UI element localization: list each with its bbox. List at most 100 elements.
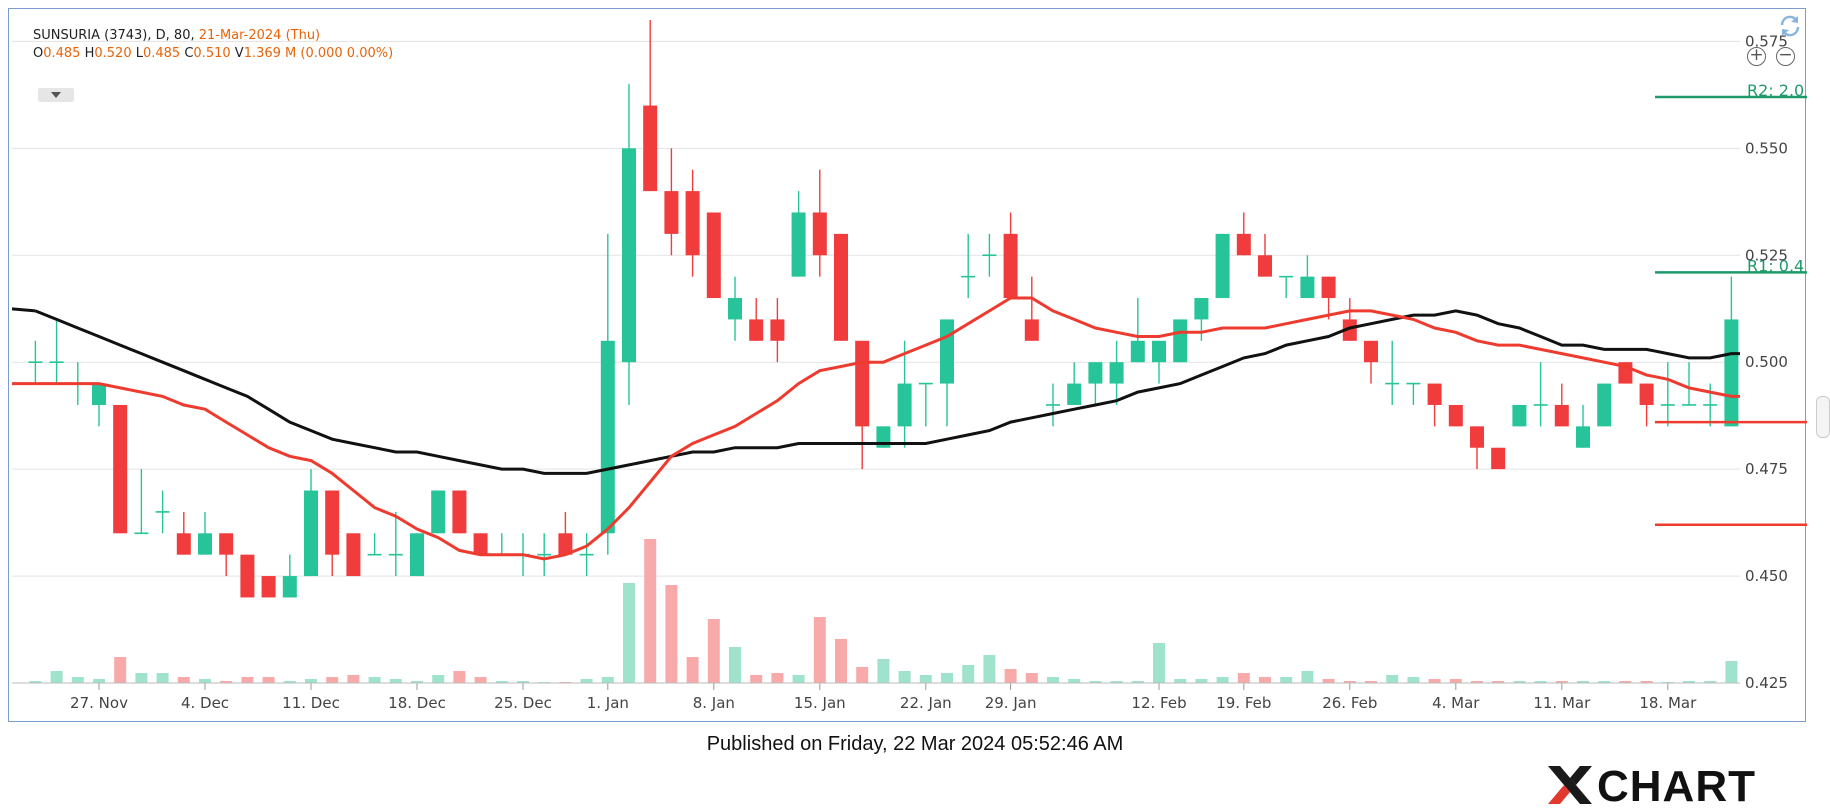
volume-bar [114, 657, 127, 683]
candle-body [367, 553, 382, 556]
volume-bar [389, 679, 402, 683]
volume-bar [623, 583, 635, 683]
y-tick-label: 0.425 [1745, 674, 1788, 692]
volume-bar [601, 677, 614, 683]
volume-bar [1471, 681, 1483, 683]
volume-bar [1025, 673, 1038, 683]
volume-bar [750, 675, 763, 683]
candle-body [92, 383, 106, 405]
moving-averages [11, 296, 1740, 561]
x-tick-label: 27. Nov [70, 694, 128, 712]
candle-body [643, 105, 658, 192]
pivot-levels: R2: 2.0 R1: 0.4 [1655, 81, 1807, 526]
volume-bar [1386, 675, 1399, 683]
low-label: L [135, 46, 143, 61]
volume-bar [835, 639, 847, 683]
refresh-icon[interactable] [1776, 12, 1804, 40]
y-tick-label: 0.450 [1745, 567, 1788, 585]
scroll-handle[interactable] [1816, 396, 1830, 438]
volume-bar [771, 673, 784, 683]
candle-body [855, 340, 870, 427]
candle-body [812, 212, 827, 256]
volume-bar [305, 679, 317, 683]
y-tick-label: 0.550 [1745, 139, 1788, 157]
volume-bar [241, 677, 254, 683]
volume-bar [1195, 679, 1208, 683]
x-axis: 27. Nov 4. Dec 11. Dec 18. Dec 25. Dec 1. Jan… [12, 682, 1740, 712]
volume-bar [877, 659, 890, 683]
candle-body [1215, 233, 1230, 299]
volume-bar [941, 673, 953, 683]
candle-body [1109, 362, 1124, 384]
candle-body [1279, 275, 1294, 278]
x-tick-label: 18. Mar [1639, 694, 1697, 712]
x-tick-label: 8. Jan [693, 694, 735, 712]
zoom-out-icon[interactable]: − [1776, 47, 1795, 66]
candle-body [579, 553, 594, 556]
volume-bar [1004, 669, 1017, 683]
candle-body [176, 533, 191, 555]
ma-black-stub [11, 307, 36, 313]
candle-body [1682, 404, 1696, 406]
y-tick-label: 0.475 [1745, 460, 1788, 478]
chart-menu-dropdown[interactable] [38, 88, 74, 102]
volume-bar [1704, 681, 1717, 683]
candle-body [1724, 319, 1739, 427]
volume-bar [50, 671, 63, 683]
candle-body [918, 382, 933, 385]
candle-body [1512, 404, 1527, 427]
y-axis: 0.425 0.450 0.475 0.500 0.525 0.550 0.575 [1745, 32, 1788, 692]
candle-body [1427, 383, 1442, 405]
x-tick-label: 11. Mar [1533, 694, 1591, 712]
candle-body [261, 576, 276, 598]
candle-body [728, 298, 742, 320]
volume-bar [729, 647, 741, 683]
candle-body [1152, 340, 1166, 363]
chart-frame [8, 8, 1806, 722]
volume-bar [686, 657, 699, 683]
candle-body [304, 490, 318, 577]
volume-bar [919, 675, 932, 683]
volume-bar [1153, 643, 1165, 683]
candle-body [558, 533, 573, 555]
candle-body [982, 254, 997, 257]
volume-bar [1131, 681, 1144, 683]
volume-bar [326, 677, 339, 683]
volume-bar [1725, 661, 1738, 683]
y-tick-label: 0.500 [1745, 353, 1788, 371]
volume-bar [1619, 681, 1632, 683]
candle-body [431, 490, 446, 534]
volume-bar [1089, 681, 1102, 683]
volume-bar [474, 677, 487, 683]
volume-bar [665, 585, 678, 683]
volume-bar [220, 681, 233, 683]
low-value: 0.485 [142, 46, 181, 61]
x-tick-label: 25. Dec [494, 694, 552, 712]
candle-body [1088, 362, 1103, 384]
pivot-label: R1: 0.4 [1747, 256, 1804, 275]
candle-body [940, 319, 954, 384]
volume-bar [1322, 679, 1335, 683]
volume-bar [1301, 671, 1314, 683]
close-value: 0.510 [193, 46, 231, 61]
candlestick-chart[interactable]: R2: 2.0 R1: 0.4 0.425 0.450 0.475 0.500 0.525… [0, 0, 1830, 730]
volume-bar [495, 681, 508, 683]
xchart-x-logo-icon [1548, 766, 1592, 804]
candle-body [1448, 404, 1463, 427]
candle-body [706, 212, 721, 299]
candle-body [834, 233, 848, 341]
volume-bar [1683, 681, 1695, 683]
candle-body [1046, 404, 1060, 406]
volume-bar [177, 677, 190, 683]
high-value: 0.520 [94, 46, 132, 61]
volume-bar [1513, 681, 1526, 683]
zoom-in-icon[interactable]: + [1747, 47, 1766, 66]
volume-bar [135, 673, 148, 683]
candle-body [282, 576, 297, 598]
x-tick-label: 26. Feb [1322, 694, 1377, 712]
chart-header-ohlc: O0.485 H0.520 L0.485 C0.510 V1.369 M (0.… [33, 46, 393, 61]
volume-bar [792, 675, 805, 683]
candle-body [537, 553, 552, 556]
candle-body [961, 275, 976, 278]
volume-bar [813, 617, 826, 683]
